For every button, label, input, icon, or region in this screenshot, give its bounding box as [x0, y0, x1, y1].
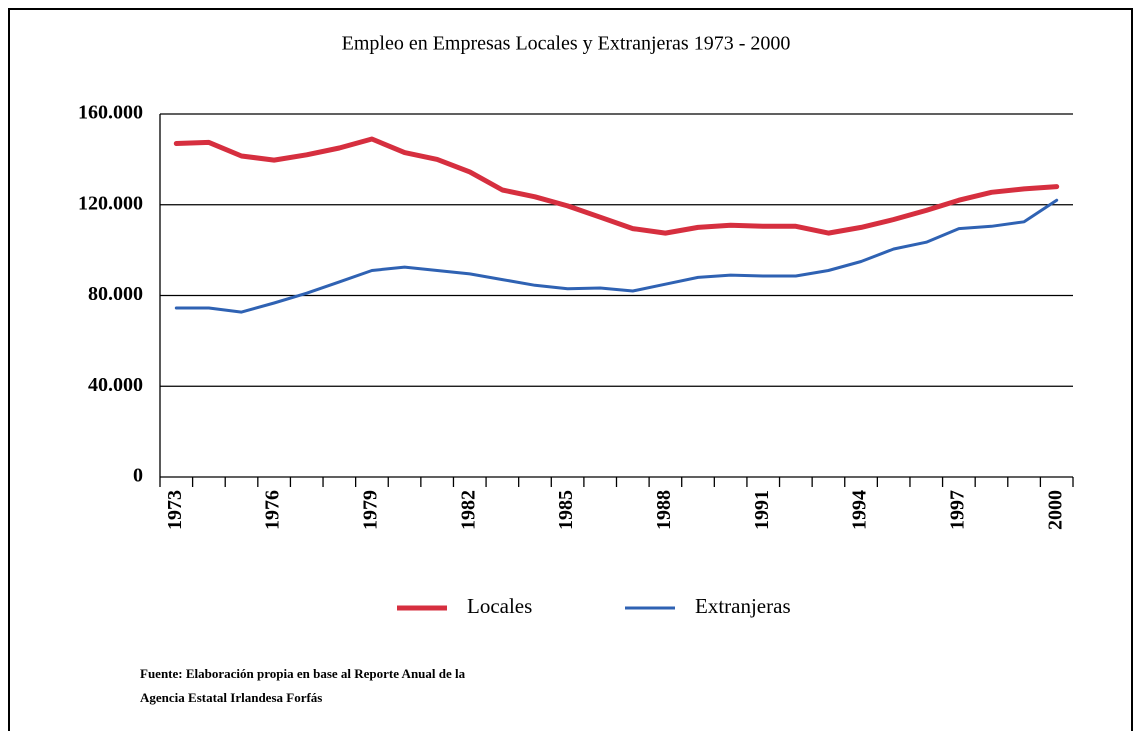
series-line [174, 198, 1059, 314]
x-tick-label: 1985 [555, 490, 577, 530]
x-tick-label: 1976 [262, 490, 284, 530]
x-tick-label: 1982 [457, 490, 479, 530]
y-tick-label: 40.000 [88, 374, 143, 396]
frame [8, 8, 1133, 731]
x-tick-label: 1988 [653, 490, 675, 530]
x-tick-label: 1973 [164, 490, 186, 530]
x-tick-label: 1994 [849, 490, 871, 530]
y-tick-label: 80.000 [88, 283, 143, 305]
y-tick-label: 160.000 [78, 102, 143, 124]
series-line [173, 136, 1060, 236]
source-line: Agencia Estatal Irlandesa Forfás [140, 690, 322, 705]
chart-title: Empleo en Empresas Locales y Extranjeras… [342, 33, 791, 55]
source-line: Fuente: Elaboración propia en base al Re… [140, 666, 466, 681]
x-tick-label: 1979 [360, 490, 382, 530]
y-tick-label: 120.000 [78, 192, 143, 214]
x-tick-label: 1997 [946, 490, 968, 530]
y-tick-label: 0 [133, 465, 143, 487]
x-tick-label: 1991 [751, 490, 773, 530]
legend-label: Locales [467, 594, 532, 618]
x-tick-label: 2000 [1044, 490, 1066, 530]
legend-label: Extranjeras [695, 594, 791, 618]
